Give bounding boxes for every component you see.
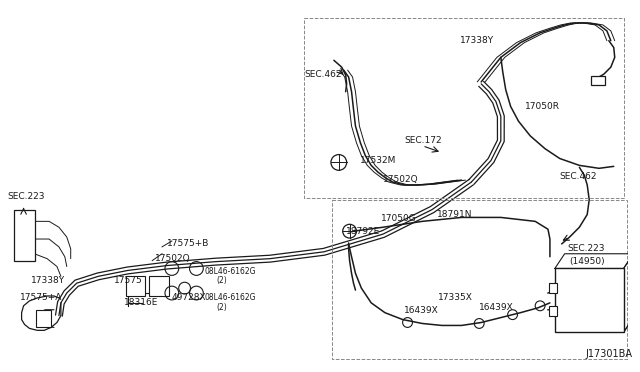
Text: J17301BA: J17301BA bbox=[585, 349, 632, 359]
Text: 16439X: 16439X bbox=[404, 306, 438, 315]
Bar bbox=[149, 276, 169, 296]
Bar bbox=[549, 306, 557, 315]
Text: 17338Y: 17338Y bbox=[31, 276, 65, 285]
Text: (2): (2) bbox=[216, 303, 227, 312]
Bar bbox=[36, 310, 51, 327]
Text: 17050G: 17050G bbox=[381, 215, 417, 224]
Text: 17050R: 17050R bbox=[525, 102, 561, 110]
Text: 18792E: 18792E bbox=[346, 227, 380, 236]
Bar bbox=[125, 276, 145, 296]
Text: 16439X: 16439X bbox=[479, 303, 514, 312]
Text: 17575+A: 17575+A bbox=[20, 293, 62, 302]
Text: SEC.172: SEC.172 bbox=[404, 136, 442, 145]
Text: 17532M: 17532M bbox=[360, 155, 397, 164]
Text: 08L46-6162G: 08L46-6162G bbox=[204, 266, 256, 276]
Text: (2): (2) bbox=[216, 276, 227, 285]
Text: 17338Y: 17338Y bbox=[460, 36, 493, 45]
Text: SEC.462: SEC.462 bbox=[305, 70, 342, 79]
Text: 17575: 17575 bbox=[114, 276, 143, 285]
Bar bbox=[555, 269, 623, 332]
Text: 49728X: 49728X bbox=[172, 293, 207, 302]
Bar bbox=[549, 283, 557, 293]
Bar bbox=[13, 209, 35, 261]
Text: (14950): (14950) bbox=[570, 257, 605, 266]
Text: 17502Q: 17502Q bbox=[155, 254, 191, 263]
Text: 17502Q: 17502Q bbox=[383, 175, 419, 184]
Text: 17335X: 17335X bbox=[438, 293, 473, 302]
Text: SEC.223: SEC.223 bbox=[8, 192, 45, 201]
Text: 18791N: 18791N bbox=[437, 209, 472, 219]
Bar bbox=[591, 76, 605, 85]
Text: SEC.223: SEC.223 bbox=[568, 244, 605, 253]
Text: 18316E: 18316E bbox=[124, 298, 158, 307]
Text: 17575+B: 17575+B bbox=[167, 239, 209, 248]
Text: SEC.462: SEC.462 bbox=[560, 172, 597, 181]
Text: 08L46-6162G: 08L46-6162G bbox=[204, 293, 256, 302]
